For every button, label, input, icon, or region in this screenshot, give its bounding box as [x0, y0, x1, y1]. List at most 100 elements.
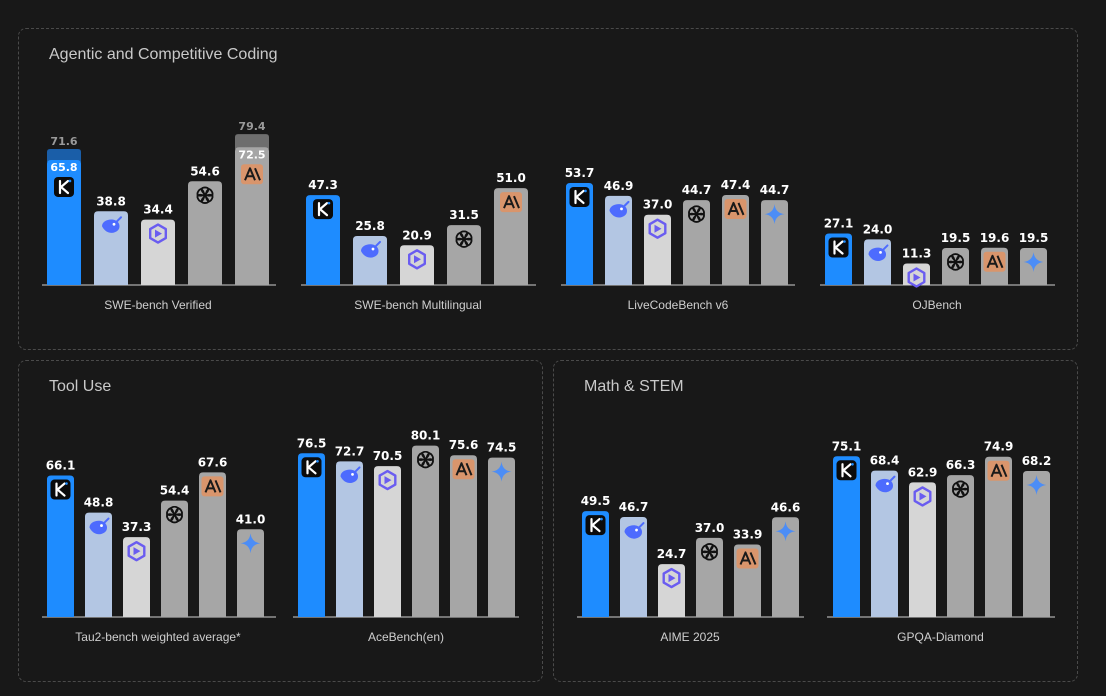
anthropic-icon	[736, 548, 759, 569]
bar-value-label: 46.9	[604, 179, 634, 193]
bar-extended-kimi	[47, 148, 81, 162]
bar-value-label: 11.3	[902, 247, 932, 261]
qwen-icon	[148, 223, 168, 244]
anthropic-icon	[241, 164, 263, 185]
bar-qwen	[141, 219, 175, 285]
bar-openai	[683, 200, 710, 285]
bar-value-label: 46.6	[771, 500, 801, 514]
bar-value-label: 44.7	[682, 183, 712, 197]
bar-value-label: 24.7	[657, 547, 687, 561]
bar-openai	[412, 445, 439, 617]
bar-value-label: 72.5	[238, 148, 265, 161]
bar-openai	[188, 181, 222, 285]
bar-kimi	[47, 475, 74, 617]
chart-2: 53.7 46.9 37.0 44.7 47.4 44.7	[561, 166, 795, 286]
bar-value-label: 66.1	[46, 459, 76, 473]
bar-gemini	[488, 457, 515, 617]
bar-qwen	[374, 466, 401, 617]
openai-icon	[688, 205, 705, 223]
qwen-icon	[662, 567, 681, 589]
benchmark-label-swe-verified: SWE-bench Verified	[104, 298, 212, 312]
bar-openai	[696, 537, 723, 617]
bar-kimi	[566, 182, 593, 285]
qwen-icon	[408, 249, 426, 270]
gemini-icon	[1026, 475, 1047, 496]
bar-gemini	[761, 200, 788, 285]
bar-value-label: 20.9	[402, 228, 432, 242]
bar-deepseek	[353, 235, 387, 285]
bar-deepseek	[94, 211, 128, 285]
bar-extended-anthropic	[235, 134, 269, 150]
bar-qwen	[658, 564, 685, 617]
bar-value-label: 27.1	[824, 217, 854, 231]
bar-value-label: 75.1	[832, 439, 862, 453]
bar-value-label: 48.8	[84, 496, 114, 510]
bar-deepseek	[85, 512, 112, 617]
qwen-icon	[913, 486, 932, 507]
bar-value-label: 75.6	[449, 438, 479, 452]
kimi-icon	[301, 457, 322, 478]
gemini-icon	[764, 204, 785, 225]
anthropic-icon	[983, 251, 1006, 272]
panel-coding: Agentic and Competitive Coding	[18, 28, 1078, 350]
bar-anthropic	[985, 456, 1012, 617]
bar-value-label: 72.7	[335, 444, 365, 458]
kimi-icon	[50, 479, 71, 500]
benchmark-label-gpqa: GPQA-Diamond	[897, 630, 984, 644]
deepseek-icon	[624, 522, 645, 539]
bar-value-label: 19.6	[980, 231, 1010, 245]
bar-value-label: 51.0	[496, 171, 526, 185]
bar-value-label: 19.5	[941, 231, 971, 245]
chart-7: 75.1 68.4 62.9 66.3 74.9 68.2	[827, 439, 1055, 618]
bar-value-label: 74.5	[487, 441, 517, 455]
bar-value-label: 66.3	[946, 458, 976, 472]
deepseek-icon	[361, 240, 381, 258]
bar-value-label: 37.0	[643, 198, 673, 212]
bar-value-label: 46.7	[619, 500, 649, 514]
bar-value-label: 76.5	[297, 436, 327, 450]
bar-deepseek	[605, 195, 632, 285]
bar-value-label: 62.9	[908, 465, 938, 479]
openai-icon	[952, 480, 969, 498]
bar-anthropic	[199, 472, 226, 617]
bar-value-label: 34.4	[143, 203, 173, 217]
bar-value-label: 47.4	[721, 178, 751, 192]
bar-value-label: 53.7	[565, 166, 595, 180]
bar-value-label: 31.5	[449, 208, 479, 222]
bar-value-label: 19.5	[1019, 231, 1049, 245]
anthropic-icon	[500, 192, 522, 213]
panel-math-stem: Math & STEM	[553, 360, 1078, 682]
bar-openai	[447, 225, 481, 285]
qwen-icon	[648, 218, 667, 239]
bar-openai	[947, 475, 974, 617]
bar-kimi	[833, 456, 860, 617]
bar-deepseek	[871, 470, 898, 617]
chart-5: 76.5 72.7 70.5 80.1 75.6 74.5	[293, 429, 519, 618]
bar-anthropic	[450, 455, 477, 617]
bar-kimi	[582, 511, 609, 617]
deepseek-icon	[868, 244, 889, 262]
bar-extended-label: 71.6	[50, 135, 77, 148]
gemini-icon	[491, 461, 512, 482]
kimi-icon	[313, 199, 333, 220]
bar-value-label: 25.8	[355, 219, 385, 233]
benchmark-label-livecodebench: LiveCodeBench v6	[627, 298, 729, 312]
openai-icon	[947, 253, 964, 271]
bar-extended-label: 79.4	[238, 120, 265, 133]
kimi-icon	[828, 237, 849, 258]
bar-value-label: 54.6	[190, 164, 220, 178]
bar-value-label: 74.9	[984, 440, 1014, 454]
kimi-icon	[836, 460, 857, 481]
gemini-icon	[1023, 251, 1044, 272]
bar-openai	[161, 500, 188, 617]
anthropic-icon	[201, 476, 224, 497]
panel-title: Math & STEM	[584, 378, 684, 395]
anthropic-icon	[724, 198, 747, 219]
bar-value-label: 44.7	[760, 183, 790, 197]
bar-deepseek	[620, 517, 647, 617]
kimi-icon	[585, 515, 606, 536]
deepseek-icon	[609, 200, 630, 218]
benchmark-label-acebench: AceBench(en)	[367, 630, 445, 644]
bar-kimi	[298, 453, 325, 617]
